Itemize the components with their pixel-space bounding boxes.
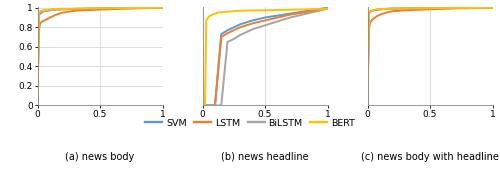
Text: (b) news headline: (b) news headline: [221, 151, 309, 162]
Text: (c) news body with headline: (c) news body with headline: [361, 151, 499, 162]
Text: (a) news body: (a) news body: [66, 151, 134, 162]
Legend: SVM, LSTM, BiLSTM, BERT: SVM, LSTM, BiLSTM, BERT: [142, 115, 358, 131]
